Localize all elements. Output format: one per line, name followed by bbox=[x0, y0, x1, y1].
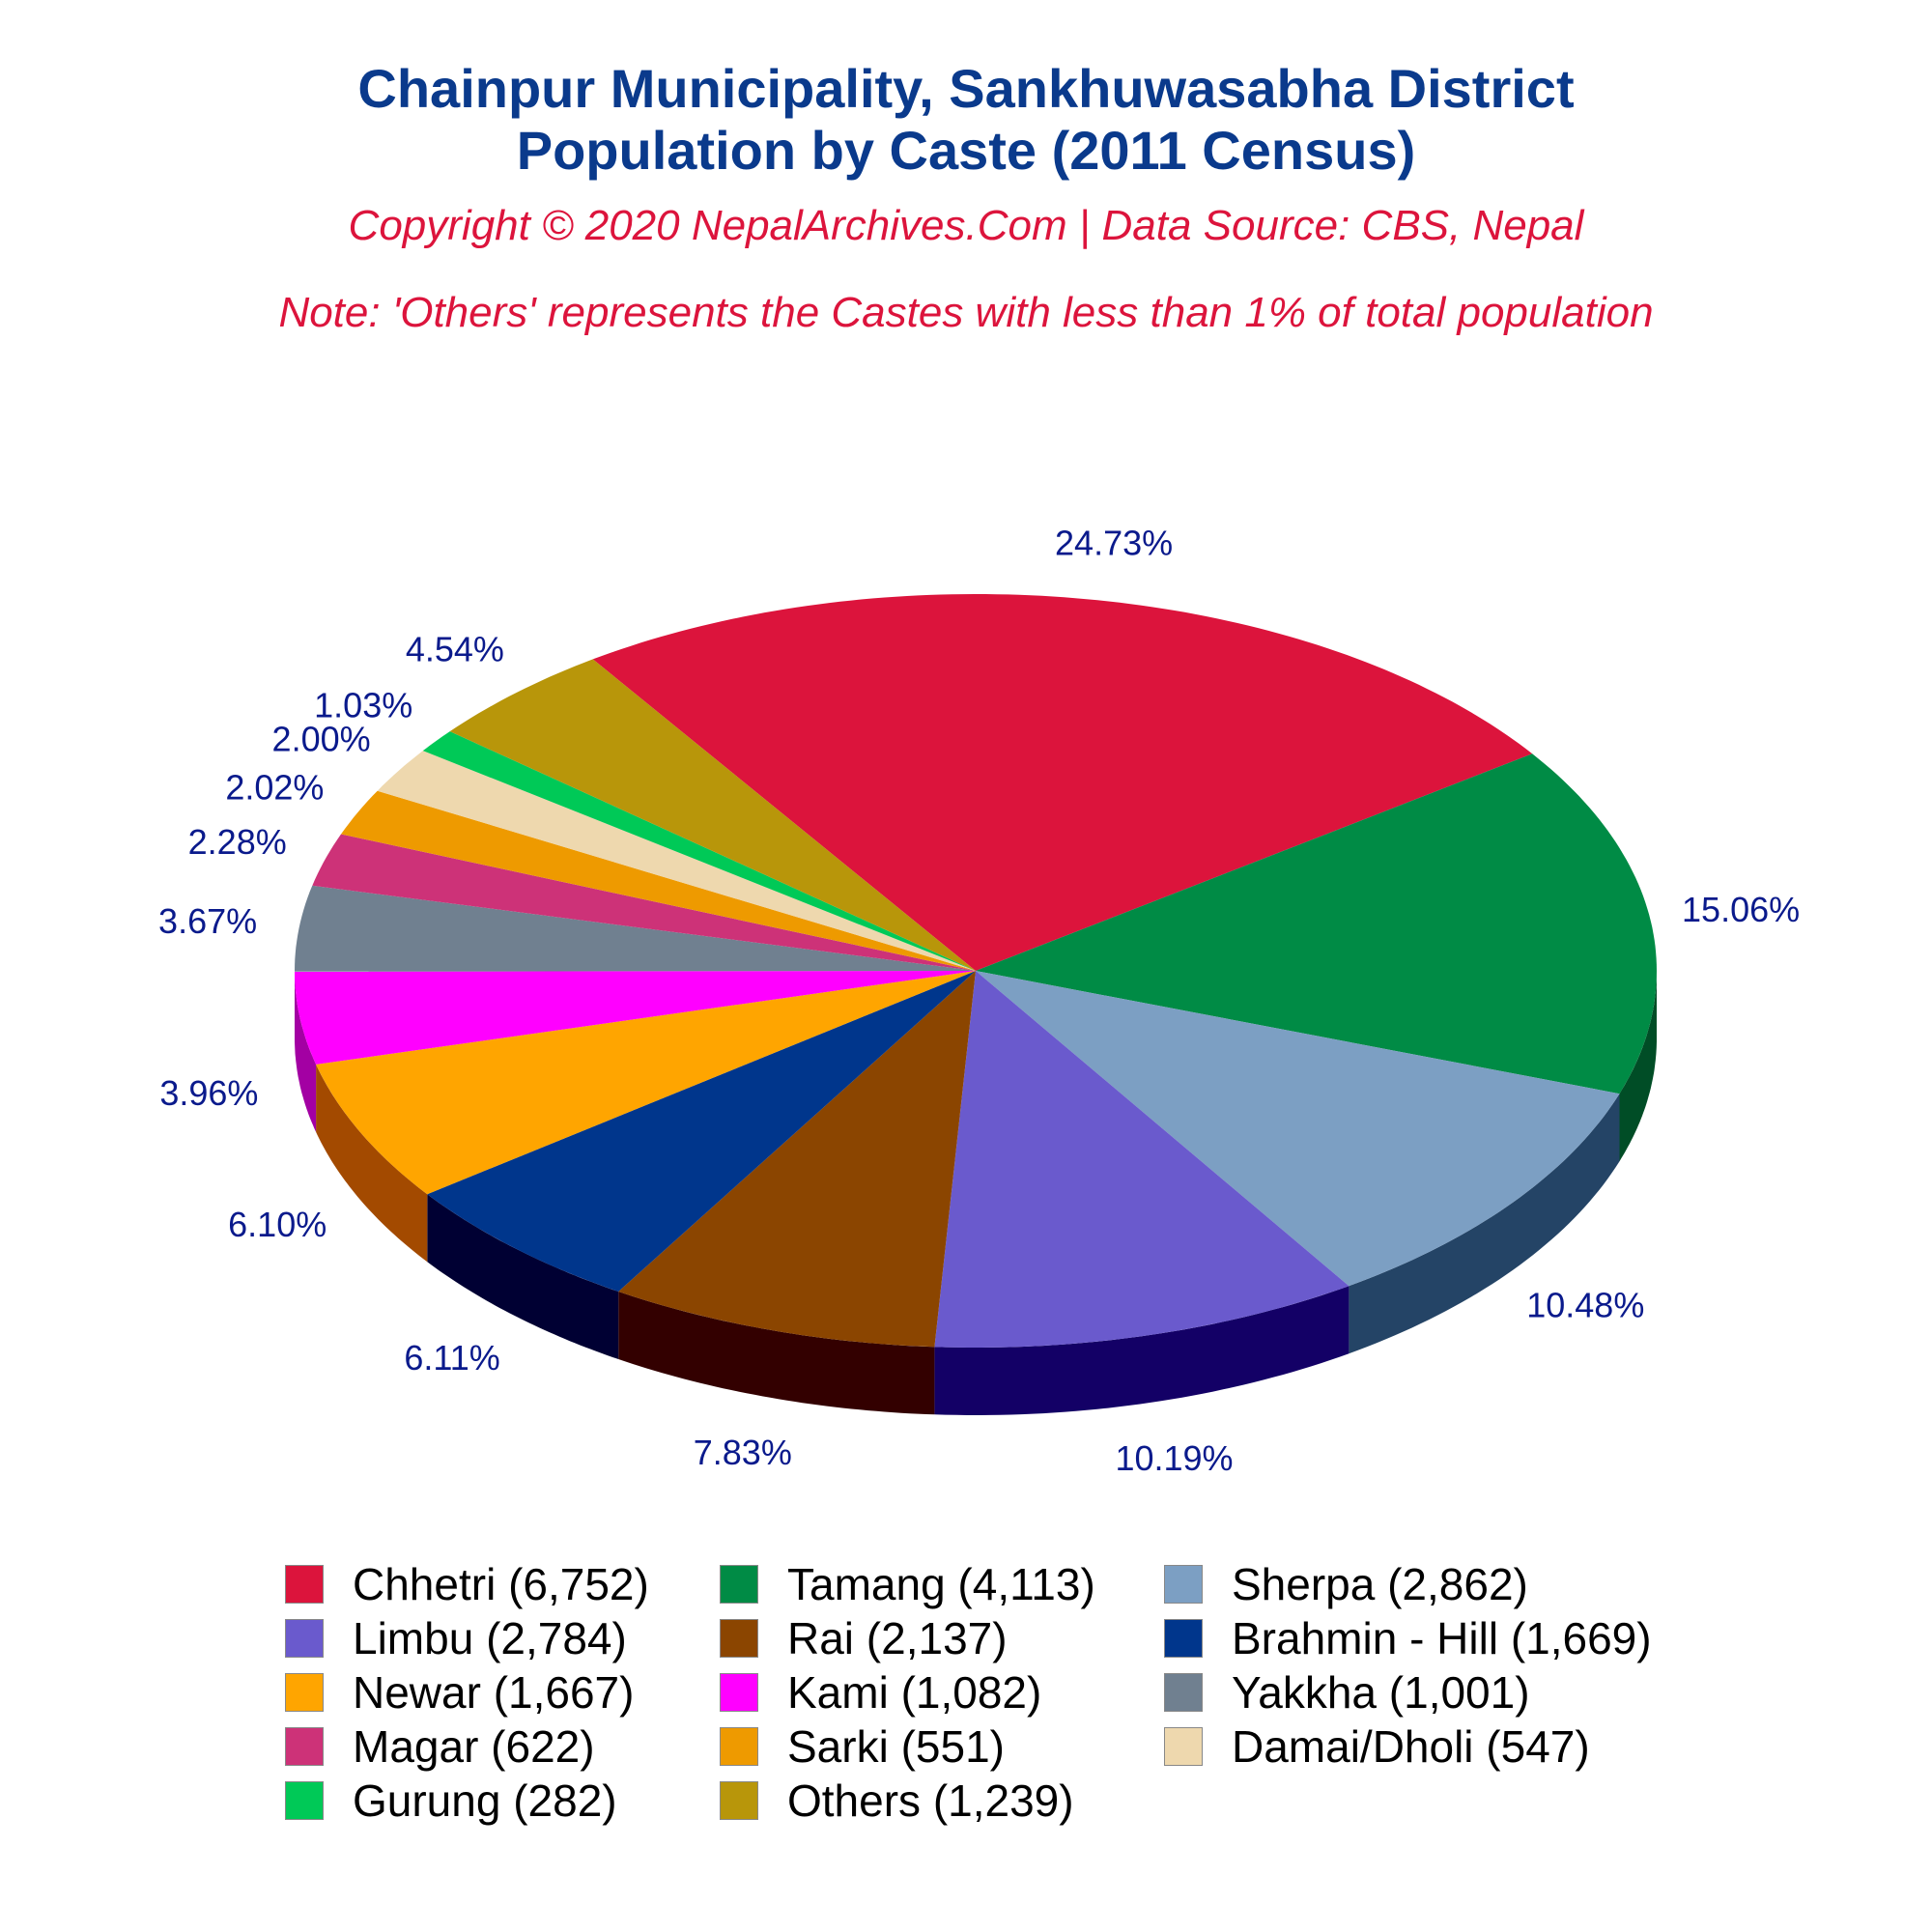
legend-swatch bbox=[285, 1781, 324, 1820]
pie-side-brahmin-hill bbox=[427, 1194, 619, 1359]
pie-slice-sarki bbox=[341, 790, 976, 971]
legend-swatch bbox=[285, 1619, 324, 1658]
pie-slice-yakkha bbox=[295, 885, 976, 972]
pie-slice-kami bbox=[295, 971, 976, 1065]
pie-side-rai bbox=[618, 1292, 935, 1415]
legend-label: Chhetri (6,752) bbox=[353, 1559, 649, 1609]
legend-item-brahmin-hill: Brahmin - Hill (1,669) bbox=[1164, 1613, 1686, 1663]
pie-slice-brahmin-hill bbox=[427, 971, 976, 1292]
legend-item-sherpa: Sherpa (2,862) bbox=[1164, 1559, 1686, 1609]
legend-swatch bbox=[720, 1727, 758, 1766]
legend-swatch bbox=[720, 1565, 758, 1604]
legend-label: Brahmin - Hill (1,669) bbox=[1232, 1613, 1652, 1663]
pie-label-others: 4.54% bbox=[406, 630, 504, 669]
pie-side-sherpa bbox=[1349, 1094, 1620, 1354]
legend-item-chhetri: Chhetri (6,752) bbox=[285, 1559, 720, 1609]
legend-item-newar: Newar (1,667) bbox=[285, 1667, 720, 1718]
pie-label-magar: 2.28% bbox=[188, 822, 287, 862]
pie-slice-rai bbox=[618, 971, 976, 1348]
legend-label: Damai/Dholi (547) bbox=[1232, 1721, 1590, 1772]
legend-label: Yakkha (1,001) bbox=[1232, 1667, 1530, 1718]
legend-swatch bbox=[1164, 1565, 1203, 1604]
legend-item-yakkha: Yakkha (1,001) bbox=[1164, 1667, 1686, 1718]
legend-label: Gurung (282) bbox=[353, 1776, 617, 1826]
legend-label: Sherpa (2,862) bbox=[1232, 1559, 1528, 1609]
legend-item-others: Others (1,239) bbox=[720, 1776, 1164, 1826]
pie-label-tamang: 15.06% bbox=[1682, 890, 1800, 929]
legend-swatch bbox=[1164, 1619, 1203, 1658]
legend-item-gurung: Gurung (282) bbox=[285, 1776, 720, 1826]
pie-slice-tamang bbox=[976, 753, 1657, 1094]
chart-title-line-2: Population by Caste (2011 Census) bbox=[516, 120, 1416, 181]
chart-legend: Chhetri (6,752) Tamang (4,113) Sherpa (2,8… bbox=[285, 1559, 1734, 1826]
legend-label: Sarki (551) bbox=[787, 1721, 1005, 1772]
legend-label: Others (1,239) bbox=[787, 1776, 1074, 1826]
pie-slice-sherpa bbox=[976, 971, 1620, 1287]
pie-label-newar: 6.10% bbox=[228, 1205, 327, 1244]
pie-label-sarki: 2.02% bbox=[225, 768, 324, 808]
legend-item-tamang: Tamang (4,113) bbox=[720, 1559, 1164, 1609]
legend-label: Rai (2,137) bbox=[787, 1613, 1008, 1663]
copyright-text: Copyright © 2020 NepalArchives.Com | Dat… bbox=[348, 202, 1584, 249]
legend-item-kami: Kami (1,082) bbox=[720, 1667, 1164, 1718]
pie-label-yakkha: 3.67% bbox=[158, 901, 257, 941]
legend-swatch bbox=[720, 1781, 758, 1820]
pie-label-kami: 3.96% bbox=[159, 1073, 258, 1113]
note-text: Note: 'Others' represents the Castes wit… bbox=[278, 289, 1654, 336]
pie-slice-gurung bbox=[422, 731, 976, 971]
pie-side-tamang bbox=[1619, 971, 1657, 1162]
pie-slice-others bbox=[449, 659, 976, 971]
legend-item-damai-dholi: Damai/Dholi (547) bbox=[1164, 1721, 1686, 1772]
legend-swatch bbox=[720, 1619, 758, 1658]
legend-item-magar: Magar (622) bbox=[285, 1721, 720, 1772]
legend-label: Newar (1,667) bbox=[353, 1667, 635, 1718]
chart-title-line-1: Chainpur Municipality, Sankhuwasabha Dis… bbox=[357, 58, 1575, 119]
legend-swatch bbox=[1164, 1673, 1203, 1712]
legend-label: Tamang (4,113) bbox=[787, 1559, 1095, 1609]
pie-sides bbox=[295, 971, 1657, 1415]
pie-label-limbu: 10.19% bbox=[1115, 1438, 1233, 1478]
legend-swatch bbox=[285, 1673, 324, 1712]
pie-slice-damai-dholi bbox=[377, 751, 976, 971]
pie-labels: 24.73% 15.06% 10.48% 10.19% 7.83% 6.11% 6.10% 3… bbox=[158, 523, 1800, 1478]
pie-label-brahmin-hill: 6.11% bbox=[404, 1338, 499, 1378]
legend-label: Magar (622) bbox=[353, 1721, 595, 1772]
legend-swatch bbox=[285, 1565, 324, 1604]
pie-label-chhetri: 24.73% bbox=[1055, 523, 1173, 562]
pie-side-limbu bbox=[934, 1286, 1350, 1415]
pie-slices bbox=[295, 594, 1657, 1348]
legend-label: Limbu (2,784) bbox=[353, 1613, 627, 1663]
legend-item-limbu: Limbu (2,784) bbox=[285, 1613, 720, 1663]
legend-swatch bbox=[1164, 1727, 1203, 1766]
pie-side-kami bbox=[295, 971, 317, 1132]
pie-slice-magar bbox=[312, 834, 976, 971]
legend-item-rai: Rai (2,137) bbox=[720, 1613, 1164, 1663]
pie-slice-newar bbox=[316, 971, 977, 1195]
legend-item-sarki: Sarki (551) bbox=[720, 1721, 1164, 1772]
legend-swatch bbox=[720, 1673, 758, 1712]
pie-label-gurung: 1.03% bbox=[314, 685, 412, 724]
pie-label-damai-dholi: 2.00% bbox=[272, 720, 371, 759]
pie-label-rai: 7.83% bbox=[694, 1433, 792, 1472]
pie-slice-chhetri bbox=[592, 594, 1533, 971]
pie-label-sherpa: 10.48% bbox=[1526, 1285, 1644, 1324]
pie-side-newar bbox=[316, 1064, 428, 1263]
pie-slice-limbu bbox=[934, 971, 1350, 1348]
legend-label: Kami (1,082) bbox=[787, 1667, 1042, 1718]
chart-header: Chainpur Municipality, Sankhuwasabha Dis… bbox=[0, 58, 1932, 338]
legend-swatch bbox=[285, 1727, 324, 1766]
